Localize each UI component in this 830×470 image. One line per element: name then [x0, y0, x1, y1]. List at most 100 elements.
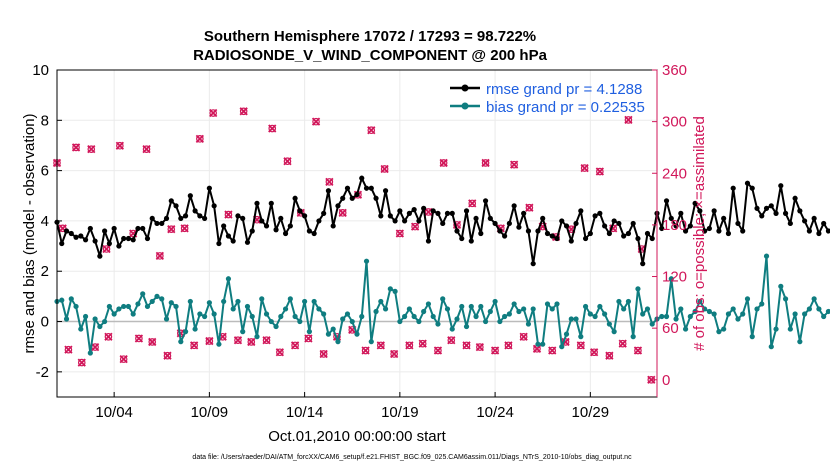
obs-possible-point — [491, 346, 499, 355]
obs-assimilated-point — [119, 355, 128, 364]
rmse-point — [387, 213, 393, 219]
bias-point — [521, 306, 527, 312]
obs-assimilated-point — [490, 346, 500, 355]
obs-assimilated-point — [418, 339, 427, 348]
obs-assimilated-point — [468, 199, 477, 208]
obs-assimilated-point — [525, 203, 534, 212]
bias-point — [135, 301, 141, 307]
bias-point — [202, 313, 208, 320]
obs-possible-point — [262, 336, 271, 345]
y-tick-right-label: 240 — [662, 165, 687, 182]
rmse-point — [606, 230, 612, 237]
bias-point — [663, 313, 670, 320]
rmse-point — [178, 215, 184, 222]
obs-possible-point — [548, 346, 557, 355]
rmse-point — [673, 223, 679, 229]
obs-possible-point — [283, 157, 292, 166]
rmse-point — [568, 238, 574, 244]
legend: rmse grand pr = 4.1288 bias grand pr = 0… — [450, 81, 645, 116]
bias-point — [321, 311, 327, 317]
rmse-point — [521, 210, 527, 216]
rmse-point — [506, 220, 512, 227]
obs-assimilated-point — [647, 375, 656, 384]
obs-assimilated-point — [64, 345, 73, 354]
rmse-point — [697, 208, 703, 214]
rmse-point — [68, 230, 74, 237]
rmse-point — [735, 220, 741, 227]
obs-assimilated-point — [405, 341, 414, 350]
bias-point — [616, 298, 622, 305]
obs-possible-point — [396, 229, 404, 238]
bias-point — [754, 306, 760, 312]
obs-possible-point — [618, 339, 627, 348]
rmse-point — [306, 228, 312, 234]
rmse-point — [149, 215, 155, 222]
rmse-point — [659, 225, 665, 232]
bias-point — [316, 306, 322, 312]
bias-point — [416, 318, 422, 325]
rmse-point — [59, 240, 65, 247]
rmse-point — [144, 235, 151, 242]
rmse-point — [354, 191, 360, 198]
bias-point — [97, 323, 103, 330]
x-axis-label: Oct.01,2010 00:00:00 start — [268, 428, 446, 445]
obs-possible-point — [276, 348, 284, 357]
rmse-point — [821, 220, 827, 227]
rmse-point — [63, 228, 70, 234]
obs-possible-point — [519, 332, 528, 341]
bias-point — [287, 296, 293, 302]
rmse-point — [116, 243, 122, 249]
bias-point — [825, 308, 830, 315]
rmse-point — [97, 253, 103, 259]
bias-point — [87, 350, 93, 356]
obs-possible-point — [634, 346, 642, 355]
bias-point — [644, 306, 651, 312]
bias-point — [249, 313, 255, 320]
obs-possible-point — [367, 126, 376, 135]
data-file-footnote: data file: /Users/raeder/DAI/ATM_forcXX/… — [192, 454, 632, 461]
bias-point — [116, 306, 122, 312]
rmse-point — [363, 185, 370, 191]
rmse-point — [725, 230, 732, 237]
obs-assimilated-point — [104, 332, 113, 341]
bias-point — [449, 326, 455, 332]
y-tick-right-label: 300 — [662, 114, 687, 131]
bias-point — [682, 326, 689, 332]
rmse-point — [302, 213, 308, 219]
rmse-point — [411, 207, 417, 213]
bias-point — [544, 301, 551, 307]
rmse-point — [192, 208, 198, 214]
x-tick-label: 10/24 — [476, 404, 514, 421]
bias-point — [140, 291, 146, 297]
bias-point — [763, 253, 770, 259]
y-tick-right-label: 180 — [662, 217, 687, 234]
bias-point — [744, 296, 751, 302]
bias-point — [811, 296, 817, 302]
obs-possible-point — [338, 209, 347, 217]
bias-point — [197, 311, 203, 317]
bias-point — [392, 288, 398, 294]
bias-point — [516, 308, 522, 315]
obs-possible-point — [102, 245, 111, 253]
rmse-point — [78, 233, 84, 239]
rmse-point — [711, 208, 717, 214]
rmse-point — [435, 210, 441, 216]
rmse-point — [92, 238, 98, 244]
bias-point — [240, 329, 246, 335]
obs-assimilated-point — [239, 107, 248, 116]
bias-line — [56, 255, 830, 354]
rmse-point — [592, 213, 598, 219]
bias-point — [130, 311, 136, 317]
rmse-point — [125, 235, 132, 242]
rmse-point — [278, 215, 284, 222]
rmse-point — [230, 238, 236, 244]
rmse-point — [425, 238, 432, 244]
rmse-point — [563, 223, 570, 229]
rmse-point — [440, 220, 446, 227]
x-tick-label: 10/09 — [191, 404, 229, 421]
bias-point — [563, 331, 570, 337]
rmse-point — [325, 188, 332, 194]
y-tick-left-label: -2 — [36, 364, 49, 381]
bias-point — [778, 283, 784, 289]
rmse-point — [554, 235, 560, 242]
